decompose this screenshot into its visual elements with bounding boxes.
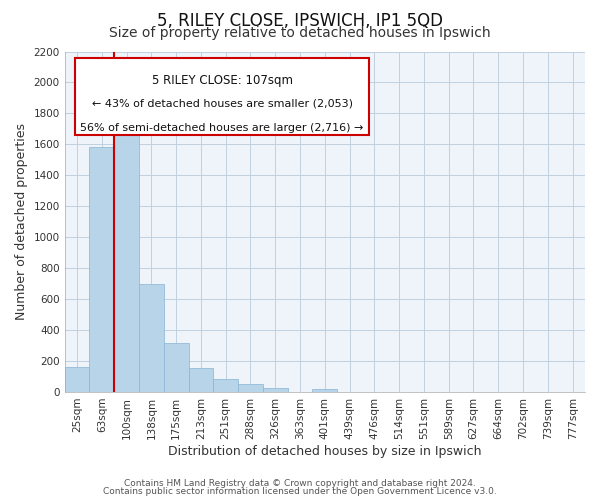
Text: 56% of semi-detached houses are larger (2,716) →: 56% of semi-detached houses are larger (… (80, 122, 364, 132)
Bar (89, 148, 114, 392)
Text: ← 43% of detached houses are smaller (2,053): ← 43% of detached houses are smaller (2,… (92, 98, 353, 108)
Text: Size of property relative to detached houses in Ipswich: Size of property relative to detached ho… (109, 26, 491, 40)
Bar (139, 284, 164, 392)
Text: Contains HM Land Registry data © Crown copyright and database right 2024.: Contains HM Land Registry data © Crown c… (124, 478, 476, 488)
Bar (263, 388, 287, 392)
Bar (238, 384, 263, 392)
Y-axis label: Number of detached properties: Number of detached properties (15, 123, 28, 320)
Text: 5, RILEY CLOSE, IPSWICH, IP1 5QD: 5, RILEY CLOSE, IPSWICH, IP1 5QD (157, 12, 443, 30)
X-axis label: Distribution of detached houses by size in Ipswich: Distribution of detached houses by size … (168, 444, 482, 458)
Bar (114, 120, 139, 392)
Bar (188, 368, 214, 392)
Bar (65, 367, 89, 392)
Text: 5 RILEY CLOSE: 107sqm: 5 RILEY CLOSE: 107sqm (152, 74, 293, 86)
Bar (164, 343, 188, 392)
Bar (313, 389, 337, 392)
Bar (214, 379, 238, 392)
Text: Contains public sector information licensed under the Open Government Licence v3: Contains public sector information licen… (103, 487, 497, 496)
FancyBboxPatch shape (75, 58, 369, 135)
